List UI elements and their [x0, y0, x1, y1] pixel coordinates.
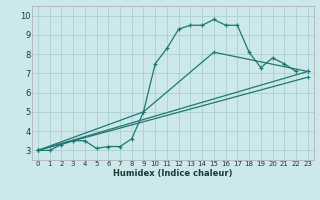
X-axis label: Humidex (Indice chaleur): Humidex (Indice chaleur) — [113, 169, 233, 178]
